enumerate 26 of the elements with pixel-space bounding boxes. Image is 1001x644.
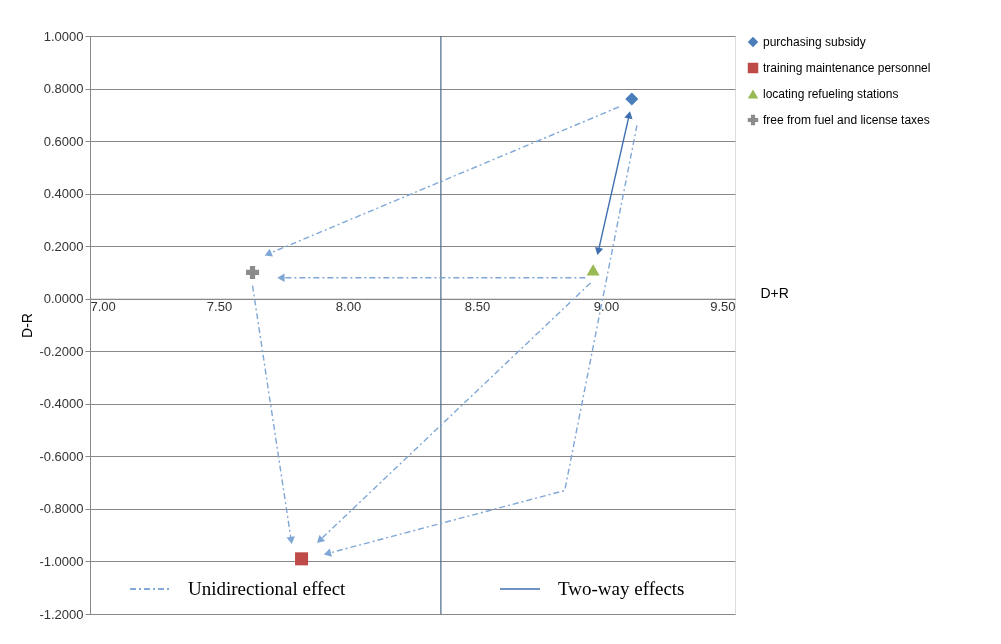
legend-label: locating refueling stations [763,87,899,101]
y-tick-label: -0.6000 [39,448,84,464]
y-tick-label: -0.8000 [39,501,84,517]
y-tick-label: 0.2000 [43,238,84,254]
legend-label: purchasing subsidy [763,35,866,49]
y-tick-label: -0.4000 [39,396,84,412]
x-tick-label: 9.00 [593,299,620,315]
annotation: Unidirectional effect [188,578,347,599]
x-tick-label: 7.00 [90,299,116,315]
y-tick-label: 0.8000 [43,81,84,97]
y-tick-label: 0.6000 [43,133,84,149]
y-tick-label: 1.0000 [43,28,84,44]
x-tick-label: 8.50 [464,299,491,315]
x-tick-label: 8.00 [335,299,362,315]
x-axis-title: D+R [760,285,789,302]
y-tick-label: 0.4000 [43,186,84,202]
y-tick-label: -0.2000 [39,343,84,359]
legend-label: free from fuel and license taxes [763,113,930,127]
annotation: Two-way effects [558,578,685,599]
y-axis-title: D-R [19,313,36,338]
y-tick-label: -1.2000 [39,606,84,622]
legend-label: training maintenance personnel [763,61,931,75]
y-tick-label: 0.0000 [43,291,84,307]
y-tick-label: -1.0000 [39,553,84,569]
x-tick-label: 7.50 [206,299,233,315]
x-tick-label: 9.50 [710,299,736,315]
